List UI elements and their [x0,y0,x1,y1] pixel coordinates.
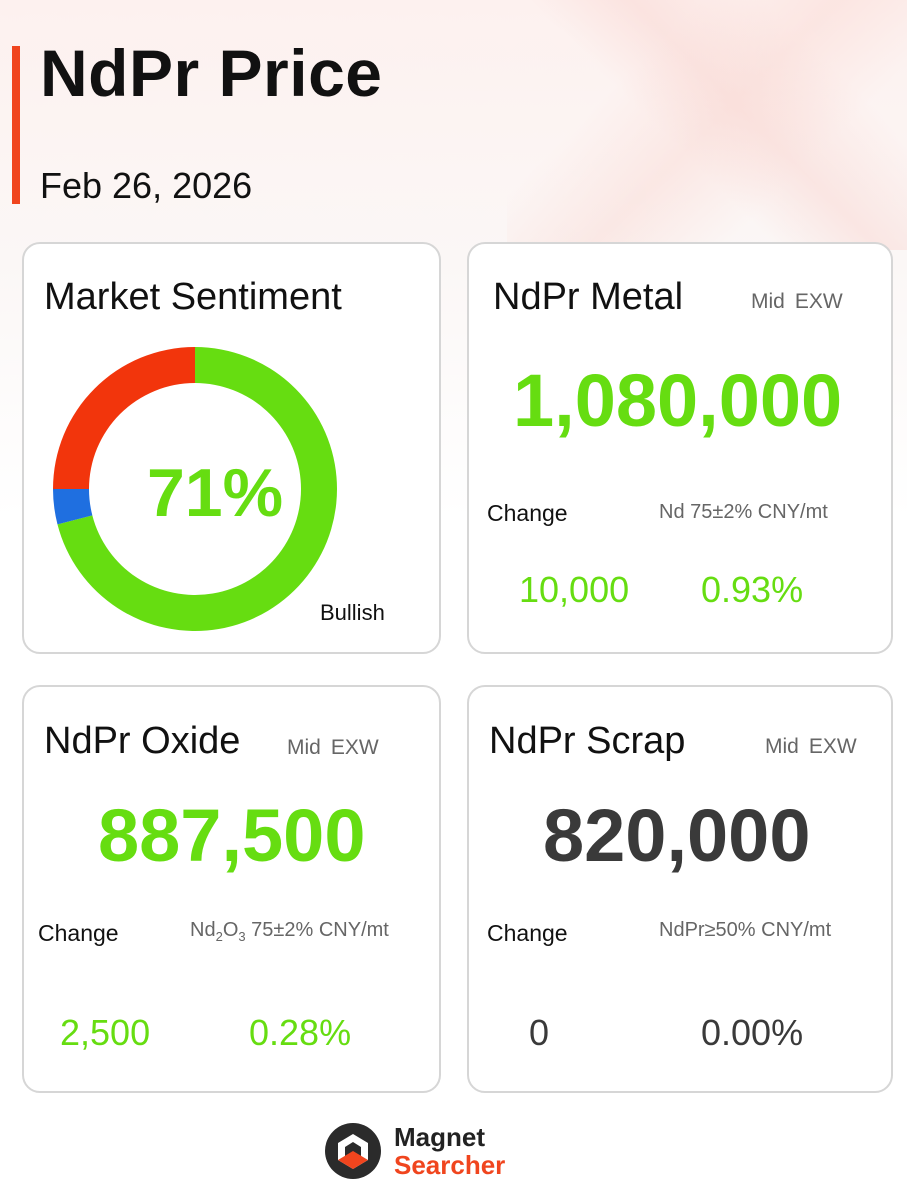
metal-exw-label: EXW [794,290,843,313]
oxide-change-label: Change [38,920,119,946]
metal-mid-label: Mid [751,290,785,313]
oxide-card: NdPr Oxide Mid EXW 887,500 Change Nd2O3 7… [22,685,441,1093]
oxide-mid-label: Mid [287,736,321,759]
scrap-exw-label: EXW [808,735,857,758]
sentiment-card: Market Sentiment 71% Bullish [22,242,441,654]
metal-title: NdPr Metal [493,276,684,318]
header-decoration [507,0,907,250]
metal-price: 1,080,000 [513,359,843,442]
oxide-change-pct: 0.28% [249,1012,352,1053]
oxide-title: NdPr Oxide [44,720,241,762]
magnet-searcher-logo: Magnet Searcher [324,1120,554,1182]
metal-card: NdPr Metal Mid EXW 1,080,000 Change Nd 75… [467,242,893,654]
sentiment-label: Bullish [320,600,385,625]
logo-text-searcher: Searcher [394,1150,506,1180]
page-title: NdPr Price [40,36,383,110]
oxide-price: 887,500 [98,794,366,877]
oxide-change-abs: 2,500 [60,1012,151,1053]
oxide-spec: Nd2O3 75±2% CNY/mt [190,919,389,944]
sentiment-percent: 71% [146,455,284,531]
scrap-change-label: Change [487,920,568,946]
sentiment-donut-chart [53,347,338,631]
logo-text-magnet: Magnet [394,1122,485,1152]
oxide-exw-label: EXW [330,736,379,759]
magnet-searcher-logo-icon [325,1123,381,1179]
donut-segment-neutral [53,489,93,525]
metal-price-basis: Mid EXW [751,291,843,312]
metal-change-abs: 10,000 [519,569,630,610]
title-accent-bar [12,46,20,204]
metal-change-pct: 0.93% [701,569,804,610]
scrap-spec: NdPr≥50% CNY/mt [659,919,832,941]
scrap-title: NdPr Scrap [489,720,686,762]
page-date: Feb 26, 2026 [40,165,253,206]
donut-segment-bearish [53,347,195,489]
sentiment-title: Market Sentiment [44,276,342,318]
scrap-change-pct: 0.00% [701,1012,804,1053]
scrap-price: 820,000 [543,794,811,877]
metal-change-label: Change [487,500,568,526]
oxide-price-basis: Mid EXW [287,737,379,758]
scrap-card: NdPr Scrap Mid EXW 820,000 Change NdPr≥50… [467,685,893,1093]
scrap-mid-label: Mid [765,735,799,758]
metal-spec: Nd 75±2% CNY/mt [659,501,828,523]
scrap-change-abs: 0 [529,1012,550,1053]
scrap-price-basis: Mid EXW [765,736,857,757]
